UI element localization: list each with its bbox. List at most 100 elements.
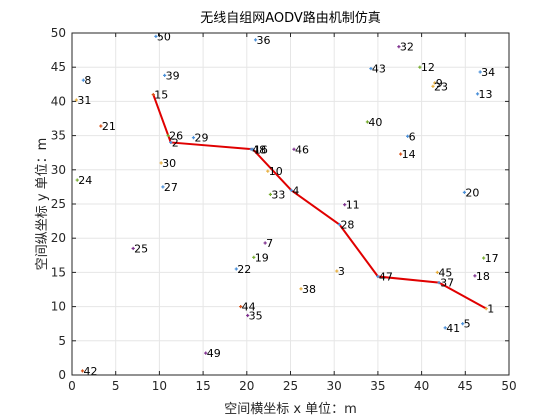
node-label: 6 [409,130,416,143]
node-label: 27 [164,181,178,194]
node-11: 11 [343,199,360,212]
node-label: 24 [78,174,92,187]
node-label: 1 [487,303,494,316]
node-label: 50 [157,30,171,43]
x-tick-label: 30 [327,379,342,393]
node-50: 50 [154,30,171,43]
node-34: 34 [478,66,495,79]
node-label: 28 [340,219,354,232]
node-label: 40 [368,116,382,129]
node-45: 45 [435,266,452,279]
node-label: 11 [346,199,360,212]
route-path [152,94,487,310]
y-tick-label: 40 [51,94,66,108]
node-label: 49 [207,347,221,360]
node-label: 31 [77,94,91,107]
node-37: 37 [437,277,454,290]
y-axis-label: 空间纵坐标 y 单位：m [35,138,50,271]
node-label: 46 [295,143,309,156]
y-tick-label: 0 [58,368,66,382]
node-label: 20 [465,186,479,199]
y-tick-label: 35 [51,129,66,143]
x-tick-label: 35 [370,379,385,393]
node-label: 38 [302,283,316,296]
node-7: 7 [263,237,273,250]
node-18: 18 [473,270,490,283]
node-label: 5 [464,318,471,331]
aodv-route-line [152,94,487,310]
node-label: 30 [162,157,176,170]
y-tick-label: 10 [51,300,66,314]
node-label: 9 [436,77,443,90]
node-30: 30 [159,157,176,170]
node-40: 40 [365,116,382,129]
node-46: 46 [292,143,309,156]
node-label: 7 [266,237,273,250]
node-label: 42 [83,365,97,378]
node-label: 23 [434,80,448,93]
node-5: 5 [461,318,471,331]
x-tick-label: 25 [283,379,298,393]
node-33: 33 [268,188,285,201]
node-10: 10 [266,165,283,178]
node-label: 45 [438,266,452,279]
node-22: 22 [234,263,251,276]
node-label: 17 [485,252,499,265]
x-tick-label: 10 [152,379,167,393]
node-label: 47 [379,271,393,284]
node-2: 2 [169,136,179,149]
node-39: 39 [163,69,180,82]
node-9: 9 [433,77,443,90]
y-tick-label: 5 [58,334,66,348]
node-29: 29 [191,132,208,145]
node-24: 24 [75,174,92,187]
node-label: 25 [134,242,148,255]
node-label: 26 [169,130,183,143]
node-4: 4 [289,184,299,197]
node-17: 17 [482,252,499,265]
node-label: 32 [400,41,414,54]
node-label: 14 [402,148,416,161]
node-label: 3 [338,265,345,278]
x-tick-label: 15 [195,379,210,393]
node-label: 15 [154,89,168,102]
node-23: 23 [431,80,448,93]
node-label: 10 [269,165,283,178]
x-tick-label: 20 [239,379,254,393]
node-25: 25 [131,242,148,255]
node-49: 49 [204,347,221,360]
node-47: 47 [376,271,393,284]
node-label: 22 [237,263,251,276]
y-tick-label: 30 [51,163,66,177]
x-tick-label: 40 [414,379,429,393]
node-label: 43 [372,63,386,76]
node-label: 36 [257,34,271,47]
node-label: 16 [254,143,268,156]
node-28: 28 [337,219,354,232]
node-label: 34 [481,66,495,79]
node-label: 13 [479,88,493,101]
node-31: 31 [74,94,91,107]
node-13: 13 [475,88,493,101]
node-20: 20 [462,186,479,199]
node-label: 39 [166,69,180,82]
y-tick-label: 45 [51,60,66,74]
node-35: 35 [246,309,263,322]
y-tick-label: 20 [51,231,66,245]
node-label: 18 [476,270,490,283]
node-3: 3 [335,265,345,278]
node-41: 41 [443,322,460,335]
node-36: 36 [253,34,271,47]
node-27: 27 [161,181,178,194]
node-label: 21 [102,120,116,133]
node-43: 43 [369,63,386,76]
node-label: 37 [440,277,454,290]
node-label: 2 [172,136,179,149]
node-15: 15 [151,89,168,102]
node-label: 8 [84,74,91,87]
node-8: 8 [81,74,91,87]
y-tick-label: 15 [51,265,66,279]
node-12: 12 [418,61,435,74]
